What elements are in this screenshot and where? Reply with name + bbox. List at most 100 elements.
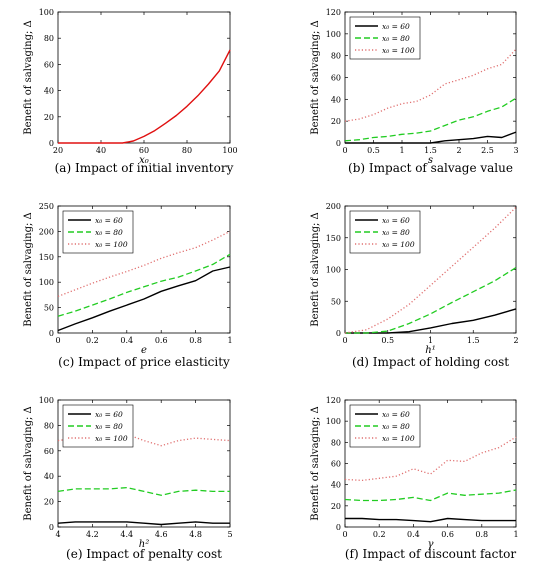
legend-label: x₀ = 60 [382,22,410,31]
y-tick-label: 100 [39,396,54,405]
chart-panel-2: 0 0.2 0.4 0.6 0.8 1 0 50 100 150 200 250 Benefit of … [23,202,233,369]
panel-caption: (b) Impact of salvage value [348,161,513,175]
series-line-0 [345,517,516,523]
chart-panel-5: 0 0.2 0.4 0.6 0.8 1 0 20 40 60 80 100 120 Benefit of … [310,396,519,561]
legend-box [62,210,134,254]
x-tick-label: 20 [53,146,63,155]
x-tick-label: 1 [399,146,404,155]
legend-label: x₀ = 80 [95,422,123,431]
y-tick-label: 80 [44,34,54,43]
x-tick-label: 4.4 [120,530,133,539]
plot-frame [57,399,231,528]
series-line-1 [344,489,517,502]
y-tick-label: 40 [44,87,54,96]
plot-frame [57,11,231,144]
series-line-1 [57,486,230,496]
y-tick-label: 40 [44,472,54,481]
series-line-0 [345,308,517,334]
series-line-1 [344,97,517,142]
y-tick-label: 50 [331,297,341,306]
x-tick-label: 0.4 [407,530,420,539]
legend-label: x₀ = 100 [382,46,415,55]
y-tick-label: 20 [331,502,341,511]
series-line-1 [345,267,517,334]
x-tick-label: 4.2 [86,530,99,539]
y-tick-label: 0 [49,523,54,532]
x-tick-label: 4 [55,530,60,539]
x-axis-label: e [141,345,147,356]
y-tick-label: 20 [331,117,341,126]
legend-label: x₀ = 60 [382,216,410,225]
x-tick-label: 1 [227,336,232,345]
y-axis-label: Benefit of salvaging; Δ [23,20,34,135]
x-tick-label: 2 [456,146,461,155]
y-tick-label: 0 [49,139,54,148]
x-tick-label: 0 [342,530,347,539]
y-tick-label: 100 [326,417,341,426]
x-tick-label: 1 [513,530,518,539]
y-tick-label: 150 [39,253,54,262]
x-tick-label: 0.6 [441,530,454,539]
y-tick-label: 0 [336,139,341,148]
legend-box [349,210,421,254]
x-axis-label: h² [139,539,149,550]
y-tick-label: 60 [44,60,54,69]
y-tick-label: 100 [39,8,54,17]
x-axis-label: h¹ [425,345,435,356]
y-tick-label: 80 [331,52,341,61]
legend-label: x₀ = 80 [382,34,410,43]
panel-caption: (e) Impact of penalty cost [66,547,222,561]
legend-label: x₀ = 80 [382,422,410,431]
y-tick-label: 50 [44,304,54,313]
x-tick-label: 0.6 [155,336,168,345]
x-tick-label: 0.5 [367,146,380,155]
x-tick-label: 0.4 [120,336,133,345]
legend-label: x₀ = 100 [382,434,415,443]
y-tick-label: 80 [331,438,341,447]
x-tick-label: 2.5 [481,146,494,155]
x-tick-label: 100 [222,146,237,155]
chart-panel-3: 0 0.5 1 1.5 2 0 50 100 150 200 Benefit of salvagin… [310,202,519,369]
y-tick-label: 250 [39,202,54,211]
y-tick-label: 60 [331,74,341,83]
y-tick-label: 100 [326,30,341,39]
x-axis-label: s [428,155,433,166]
series-line-2 [57,433,231,447]
plot-frame [57,205,231,334]
legend-label: x₀ = 100 [95,434,128,443]
legend-label: x₀ = 100 [95,240,128,249]
legend-label: x₀ = 60 [95,410,123,419]
y-tick-label: 200 [326,202,341,211]
legend-label: x₀ = 80 [382,228,410,237]
legend-box [349,404,421,448]
y-tick-label: 0 [336,329,341,338]
y-tick-label: 0 [336,523,341,532]
y-axis-label: Benefit of salvaging; Δ [310,212,321,327]
x-tick-label: 4.8 [189,530,202,539]
x-tick-label: 3 [513,146,518,155]
legend-box [62,404,134,448]
x-tick-label: 0.8 [475,530,488,539]
series-line-0 [345,131,517,144]
y-tick-label: 40 [331,481,341,490]
chart-panel-4: 4 4.2 4.4 4.6 4.8 5 0 20 40 60 80 100 Benefit of sal… [23,396,233,561]
y-axis-label: Benefit of salvaging; Δ [23,212,34,327]
legend: x₀ = 60 x₀ = 80 x₀ = 100 [62,210,134,254]
panel-caption: (c) Impact of price elasticity [58,355,230,369]
panel-caption: (a) Impact of initial inventory [55,161,234,175]
y-axis-label: Benefit of salvaging; Δ [310,20,321,135]
x-axis-label: γ [428,539,434,550]
panel-caption: (f) Impact of discount factor [345,547,516,561]
series-line-2 [57,230,231,298]
y-tick-label: 100 [326,266,341,275]
series-line-0 [57,266,231,332]
y-tick-label: 200 [39,227,54,236]
y-tick-label: 80 [44,421,54,430]
legend: x₀ = 60 x₀ = 80 x₀ = 100 [62,404,134,448]
legend: x₀ = 60 x₀ = 80 x₀ = 100 [349,210,421,254]
x-tick-label: 0 [342,146,347,155]
x-tick-label: 0 [55,336,60,345]
x-tick-label: 4.6 [155,530,168,539]
